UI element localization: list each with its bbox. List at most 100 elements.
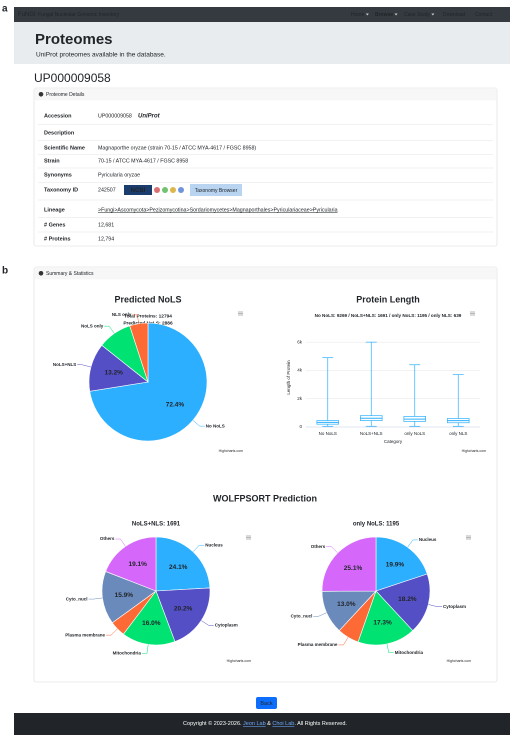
data-label: 24.1% (169, 564, 188, 571)
ncbi-logo: NCBI (131, 188, 146, 194)
taxonomy-icon (154, 187, 160, 193)
chart-title: Predicted NoLS (114, 294, 181, 304)
row-value: Pyricularia oryzae (98, 172, 140, 178)
nav-link[interactable]: Browse (375, 12, 393, 18)
slice-label: Cytoplasm (443, 604, 466, 609)
chart-title: Protein Length (356, 294, 420, 304)
label-connector (104, 325, 115, 334)
footer-link[interactable]: Jeon Lab (243, 721, 266, 727)
row-label: Accession (44, 113, 72, 119)
data-label: 18.2% (398, 596, 417, 603)
data-label: 25.1% (344, 565, 363, 572)
y-tick-label: 4k (297, 368, 303, 373)
data-label: 19.1% (128, 561, 147, 568)
slice-label: Others (100, 536, 115, 541)
brand-subtitle: Fungal Nucleolar Genomic Inventory (38, 12, 120, 18)
slice-label: Nucleus (205, 542, 223, 547)
taxonomy-icon (162, 187, 168, 193)
footer-link[interactable]: Choi Lab (272, 721, 294, 727)
row-label: Synonyms (44, 172, 72, 178)
summary-card (33, 266, 498, 683)
row-label: Strain (44, 158, 60, 164)
label-connector (132, 314, 140, 324)
data-label: 17.3% (373, 619, 392, 626)
slice-label: NLS only (112, 312, 132, 317)
label-connector (192, 544, 205, 552)
chart-menu[interactable] (470, 311, 475, 316)
row-label: # Genes (44, 222, 65, 228)
y-axis-label: Length of Protein (286, 360, 291, 395)
nav-link[interactable]: Contact (475, 12, 493, 18)
pie-slice (105, 536, 157, 592)
label-connector (192, 420, 205, 427)
card-title: Proteome Details (46, 92, 85, 98)
footer-part: Copyright © 2023-2026. (183, 720, 242, 727)
back-button[interactable]: Back (260, 701, 272, 707)
slice-label: Nucleus (419, 537, 437, 542)
row-value: Magnaporthe oryzae (strain 70-15 / ATCC … (98, 145, 256, 151)
credits: Highcharts.com (219, 449, 243, 453)
label-connector (115, 538, 126, 547)
section-title: WOLFPSORT Prediction (213, 493, 317, 503)
slice-label: Mitochondria (113, 651, 142, 656)
caret (431, 13, 435, 16)
caret (394, 13, 398, 16)
chart-menu[interactable] (246, 535, 251, 540)
back-button-bg[interactable] (256, 697, 277, 709)
slice-label: Others (311, 544, 326, 549)
row-label: Lineage (44, 207, 65, 213)
taxonomy-icon (178, 187, 184, 193)
row-value: 242507 (98, 187, 116, 193)
row-value: 70-15 / ATCC MYA-4617 / FGSC 8958 (98, 158, 188, 164)
taxonomy-browser[interactable]: Taxonomy Browser (195, 188, 238, 194)
info-icon (38, 271, 44, 276)
row-value: 12,681 (98, 222, 114, 228)
data-label: 15.9% (115, 592, 134, 599)
chart-menu[interactable] (466, 535, 471, 540)
data-label: 19.9% (386, 561, 405, 568)
taxonomy-icon (170, 187, 176, 193)
slice-label: Cyto_nucl (66, 596, 88, 601)
row-value[interactable]: >Fungi>Ascomycota>Pezizomycotina>Sordari… (98, 207, 338, 213)
nav-link[interactable]: Case Study (404, 12, 430, 18)
row-value: UP000009058 (98, 113, 132, 119)
y-tick-label: 6k (297, 339, 303, 344)
x-tick-label: NoLS+NLS (360, 431, 383, 436)
footer-part: & (267, 721, 271, 727)
card-header (34, 88, 497, 101)
x-tick-label: No NoLS (319, 431, 337, 436)
chart-menu[interactable] (238, 311, 243, 316)
page-subtitle: UniProt proteomes available in the datab… (36, 52, 166, 59)
figure-label: a (2, 4, 8, 15)
caret (365, 13, 369, 16)
nav-link[interactable]: Home (351, 12, 365, 18)
header-band (14, 22, 510, 64)
chart-subtitle: No NoLS: 9269 / NoLS+NLS: 1691 / only No… (315, 313, 462, 318)
label-connector (201, 620, 214, 626)
label-connector (407, 539, 418, 548)
row-value: 12,794 (98, 236, 114, 242)
chart-subtitle: Total Proteins: 12794 (124, 313, 172, 319)
uniprot-logo: UniProt (138, 114, 161, 120)
label-connector (88, 597, 103, 600)
card-title: Summary & Statistics (46, 271, 94, 277)
row-label: Scientific Name (44, 145, 85, 151)
navbar (14, 7, 510, 22)
label-connector (141, 644, 149, 654)
slice-label: Cyto_nucl (291, 614, 313, 619)
data-label: 72.4% (166, 402, 185, 409)
credits: Highcharts.com (462, 449, 486, 453)
label-connector (106, 628, 118, 636)
info-icon (38, 92, 44, 97)
row-label: Taxonomy ID (44, 187, 78, 193)
label-connector (326, 546, 338, 554)
slice-label: NoLS only (81, 323, 104, 328)
label-connector (313, 612, 327, 617)
pie-slice (375, 536, 428, 592)
x-tick-label: only NLS (449, 431, 467, 436)
data-label: 13.2% (105, 370, 124, 377)
nav-link[interactable]: Download (443, 12, 465, 18)
slice-label: Plasma membrane (298, 642, 338, 647)
brand[interactable]: FuNGI (18, 12, 36, 18)
data-label: 20.2% (174, 605, 193, 612)
